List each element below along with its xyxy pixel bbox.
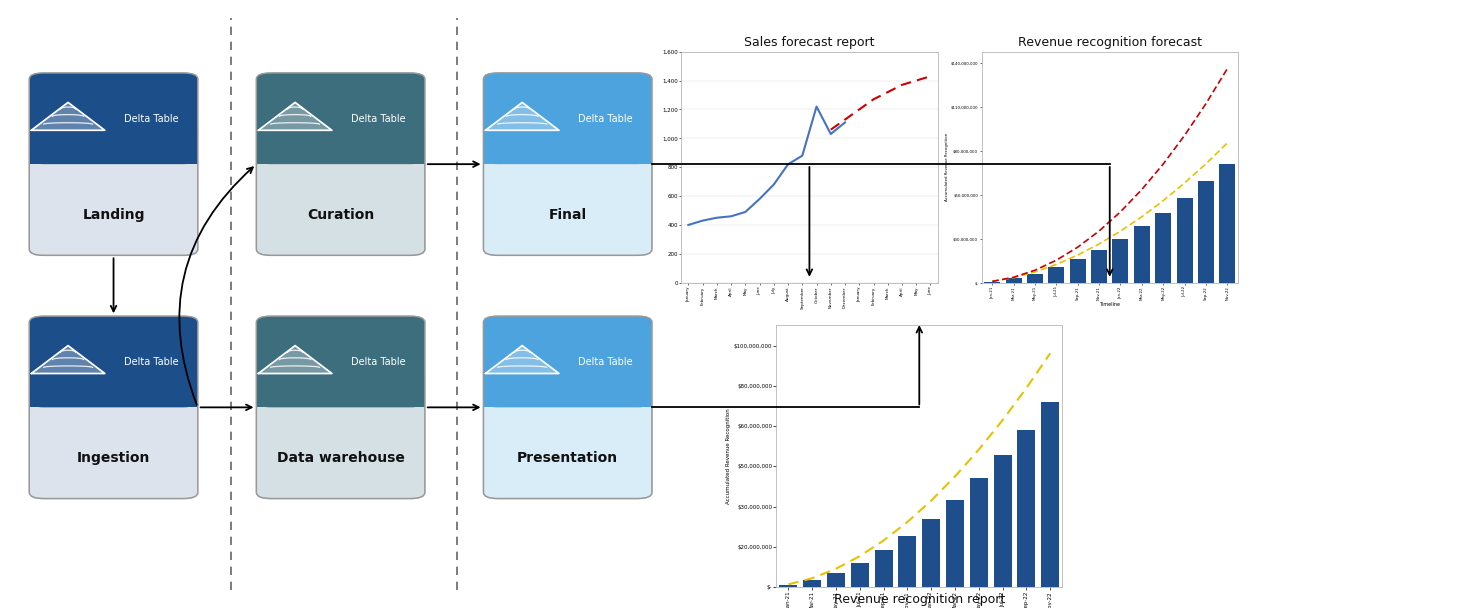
- FancyBboxPatch shape: [483, 73, 652, 164]
- FancyBboxPatch shape: [256, 316, 425, 407]
- Polygon shape: [31, 345, 105, 373]
- Polygon shape: [485, 345, 560, 373]
- Text: Delta Table: Delta Table: [577, 357, 633, 367]
- Bar: [256, 133, 425, 164]
- Text: Delta Table: Delta Table: [350, 114, 406, 123]
- FancyBboxPatch shape: [483, 316, 652, 407]
- Bar: [483, 133, 652, 164]
- Text: Delta Table: Delta Table: [123, 114, 179, 123]
- Polygon shape: [31, 102, 105, 130]
- Text: Revenue recognition report: Revenue recognition report: [834, 593, 1005, 606]
- FancyBboxPatch shape: [483, 316, 652, 499]
- FancyBboxPatch shape: [256, 73, 425, 255]
- Bar: [483, 376, 652, 407]
- FancyBboxPatch shape: [256, 316, 425, 499]
- FancyBboxPatch shape: [256, 73, 425, 164]
- Text: Delta Table: Delta Table: [577, 114, 633, 123]
- FancyBboxPatch shape: [29, 316, 198, 499]
- FancyBboxPatch shape: [29, 316, 198, 407]
- FancyBboxPatch shape: [483, 73, 652, 255]
- Bar: [256, 376, 425, 407]
- Text: Presentation: Presentation: [517, 451, 618, 466]
- Polygon shape: [258, 345, 333, 373]
- Bar: [29, 133, 198, 164]
- Polygon shape: [485, 102, 560, 130]
- Text: Data warehouse: Data warehouse: [277, 451, 404, 466]
- Text: Revenue recognition forecast: Revenue recognition forecast: [1018, 36, 1201, 49]
- Text: Ingestion: Ingestion: [76, 451, 151, 466]
- Text: Delta Table: Delta Table: [123, 357, 179, 367]
- Text: Curation: Curation: [308, 208, 374, 223]
- Polygon shape: [258, 102, 333, 130]
- FancyBboxPatch shape: [29, 73, 198, 255]
- Text: Final: Final: [548, 208, 587, 223]
- FancyBboxPatch shape: [29, 73, 198, 164]
- Text: Delta Table: Delta Table: [350, 357, 406, 367]
- Text: Sales forecast report: Sales forecast report: [744, 36, 875, 49]
- Text: Landing: Landing: [82, 208, 145, 223]
- Bar: [29, 376, 198, 407]
